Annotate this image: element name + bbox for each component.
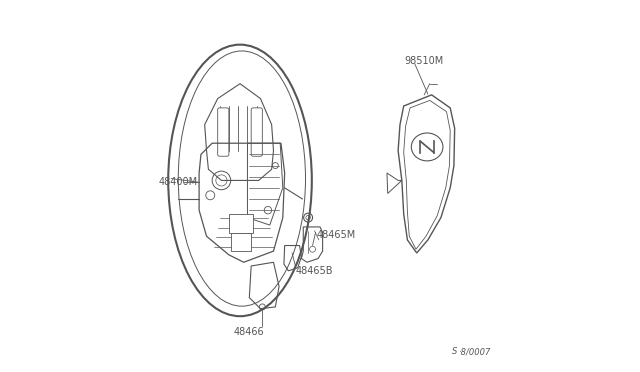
FancyBboxPatch shape <box>218 108 229 156</box>
Text: ·8/0007: ·8/0007 <box>458 347 490 356</box>
Text: 48465M: 48465M <box>316 230 356 240</box>
Bar <box>229 214 253 232</box>
Bar <box>230 232 251 251</box>
FancyBboxPatch shape <box>251 108 262 156</box>
Text: 98510M: 98510M <box>404 57 444 66</box>
Text: S: S <box>452 347 458 356</box>
Text: 48465B: 48465B <box>296 266 333 276</box>
Text: 48400M: 48400M <box>158 177 197 187</box>
Text: 48466: 48466 <box>234 327 264 337</box>
